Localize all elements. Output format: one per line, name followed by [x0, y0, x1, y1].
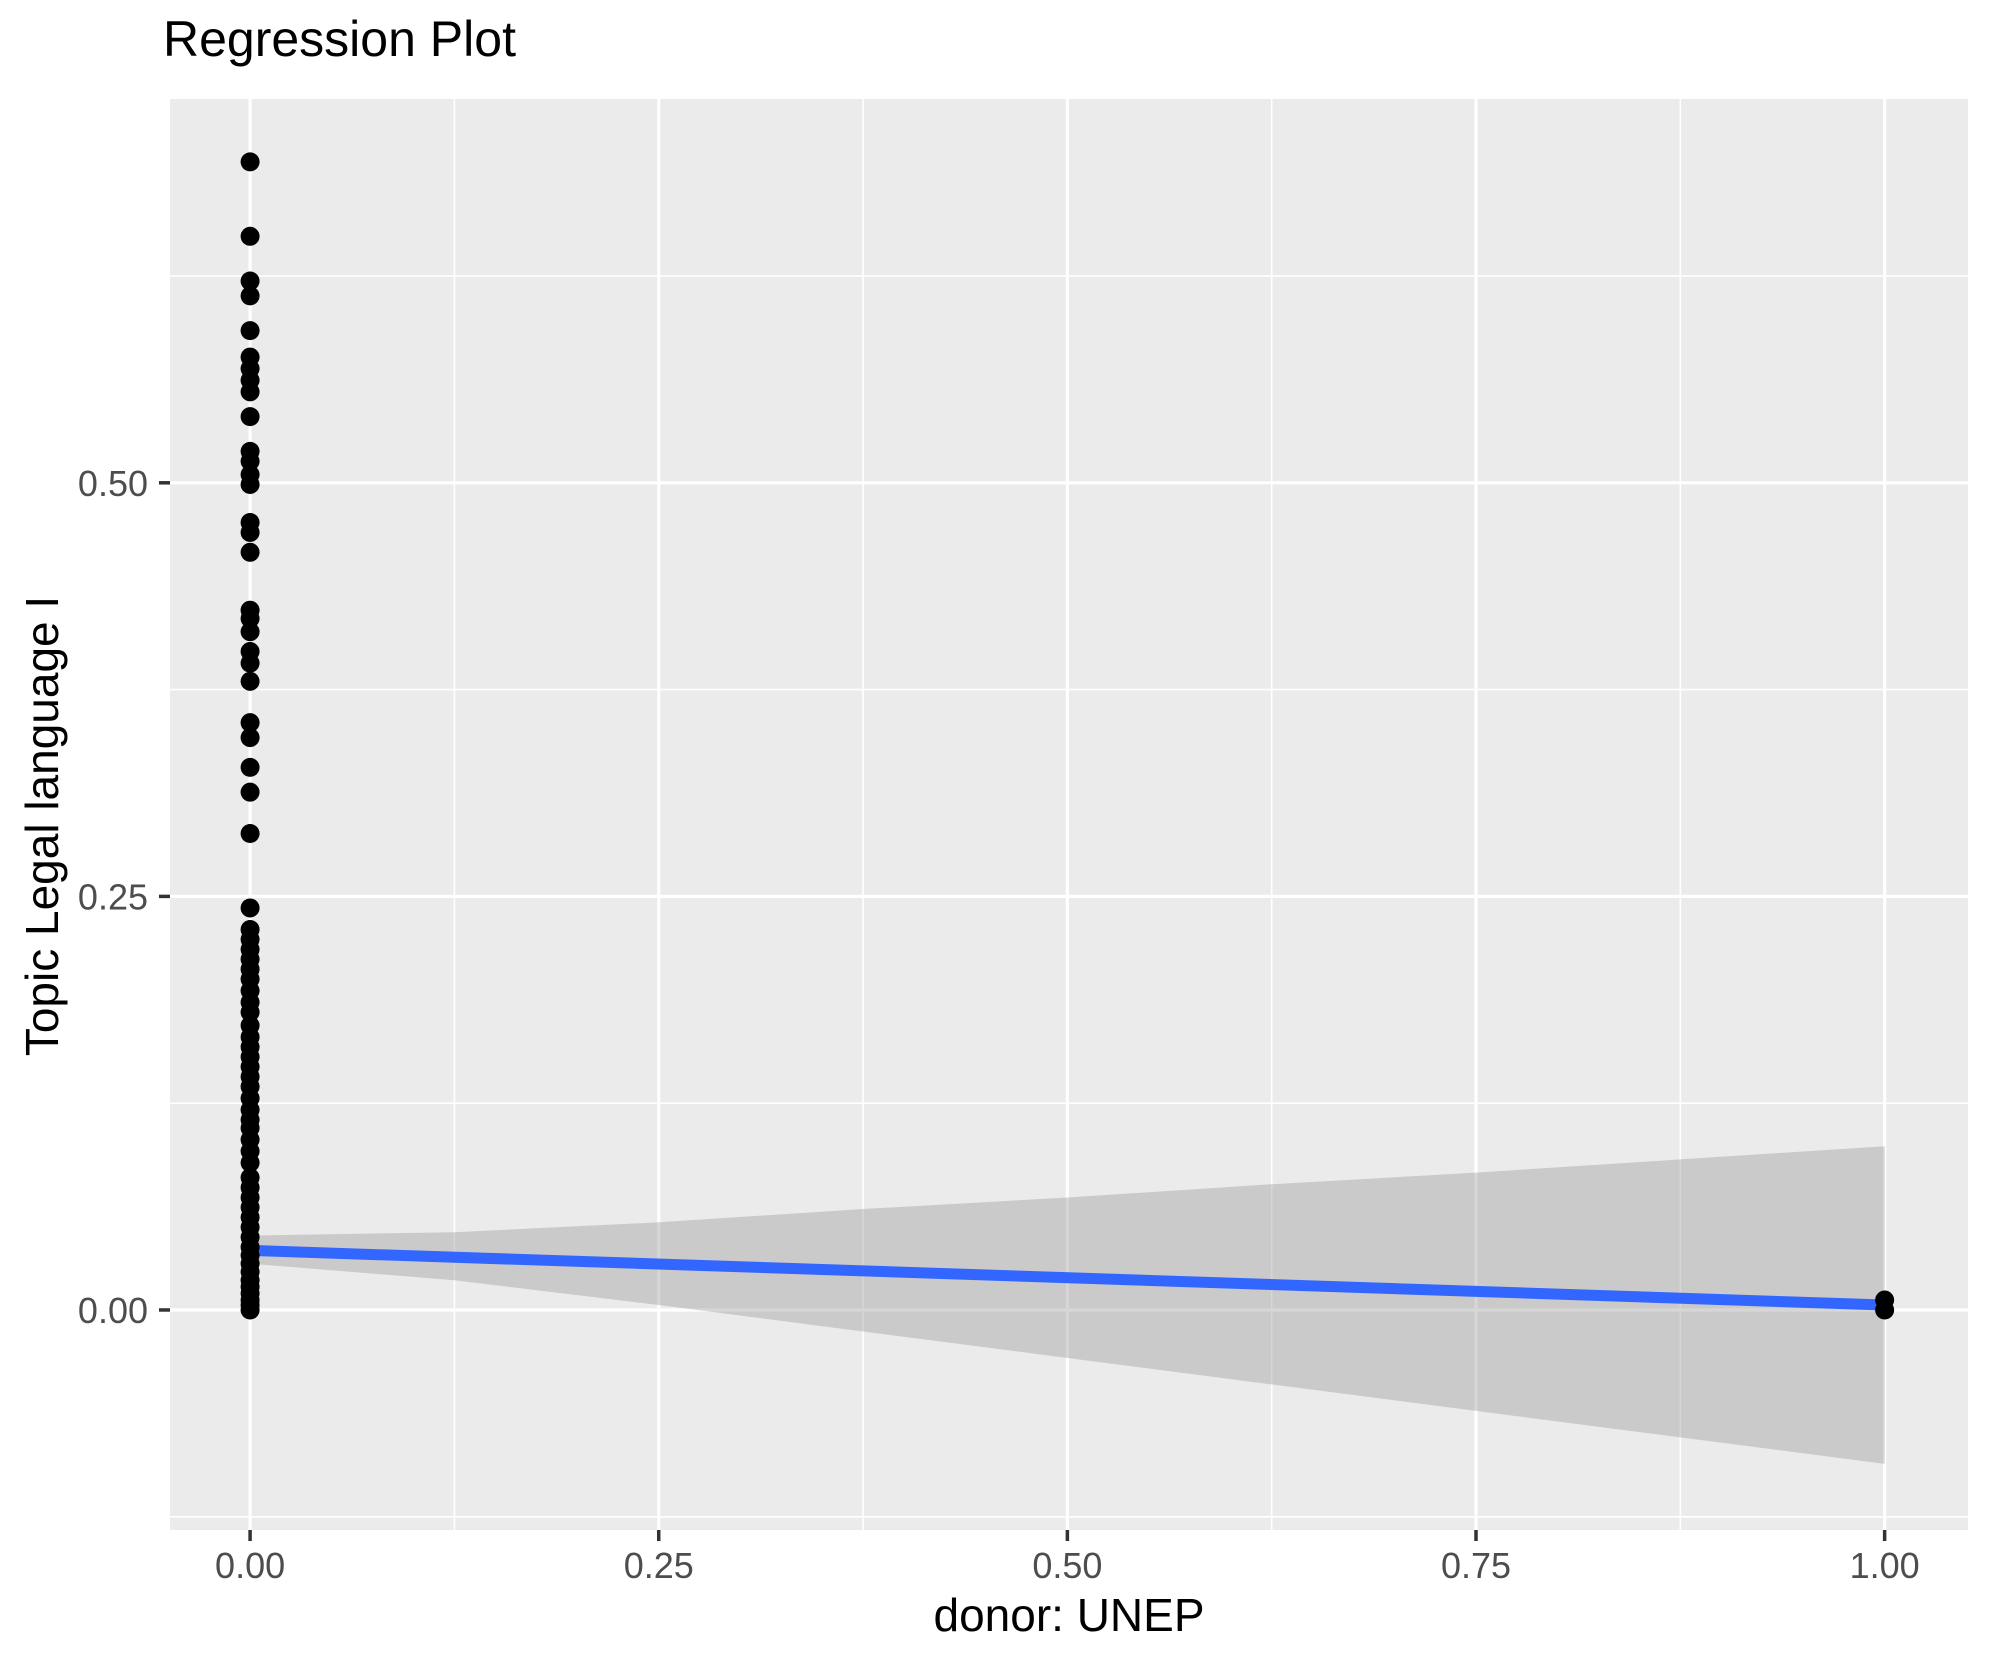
data-point	[240, 824, 260, 844]
data-point	[240, 321, 260, 341]
confidence-band	[250, 1146, 1885, 1464]
data-point	[240, 898, 260, 918]
data-point	[240, 474, 260, 494]
data-point	[240, 271, 260, 291]
data-point	[240, 542, 260, 562]
data-point	[240, 782, 260, 802]
data-point	[240, 522, 260, 542]
data-point	[240, 407, 260, 427]
x-tick-label: 0.25	[624, 1545, 694, 1586]
data-point	[240, 622, 260, 642]
data-point	[240, 653, 260, 673]
x-tick-label: 0.75	[1441, 1545, 1511, 1586]
data-point	[240, 382, 260, 402]
y-axis-title: Topic Legal language I	[16, 595, 68, 1057]
data-point	[240, 1153, 260, 1173]
data-point	[240, 451, 260, 471]
regression-line	[249, 1244, 1885, 1311]
data-point	[1875, 1300, 1895, 1320]
x-tick-label: 0.50	[1032, 1545, 1102, 1586]
data-point	[240, 608, 260, 628]
y-tick-label: 0.25	[78, 876, 148, 917]
data-point	[240, 757, 260, 777]
data-point	[240, 226, 260, 246]
data-point	[240, 286, 260, 306]
data-point	[240, 152, 260, 172]
data-point	[240, 1002, 260, 1022]
panel-background	[170, 99, 1968, 1530]
x-axis-title: donor: UNEP	[933, 1589, 1205, 1641]
x-tick-label: 0.00	[215, 1545, 285, 1586]
y-tick-label: 0.00	[78, 1290, 148, 1331]
y-tick-label: 0.50	[78, 463, 148, 504]
data-point	[240, 713, 260, 733]
data-point	[240, 671, 260, 691]
x-tick-label: 1.00	[1850, 1545, 1920, 1586]
plot-title: Regression Plot	[163, 11, 516, 67]
data-point	[240, 728, 260, 748]
data-point	[240, 1300, 260, 1320]
